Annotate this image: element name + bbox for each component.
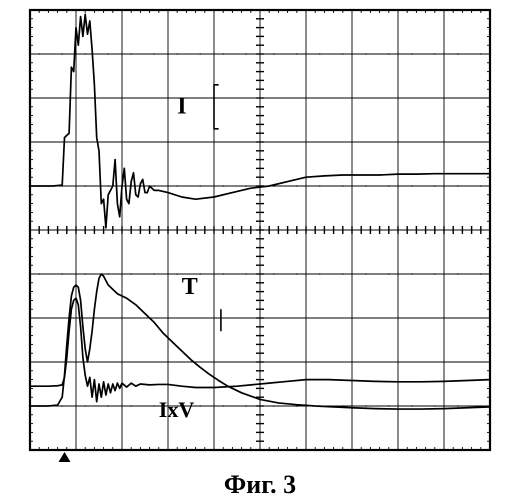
figure-caption: Фиг. 3 <box>0 470 520 500</box>
oscilloscope-plot: I T IxV <box>0 0 520 500</box>
svg-text:IxV: IxV <box>159 397 195 422</box>
figure-container: I T IxV Фиг. 3 <box>0 0 520 500</box>
svg-text:I: I <box>177 93 186 119</box>
svg-text:T: T <box>182 274 198 300</box>
